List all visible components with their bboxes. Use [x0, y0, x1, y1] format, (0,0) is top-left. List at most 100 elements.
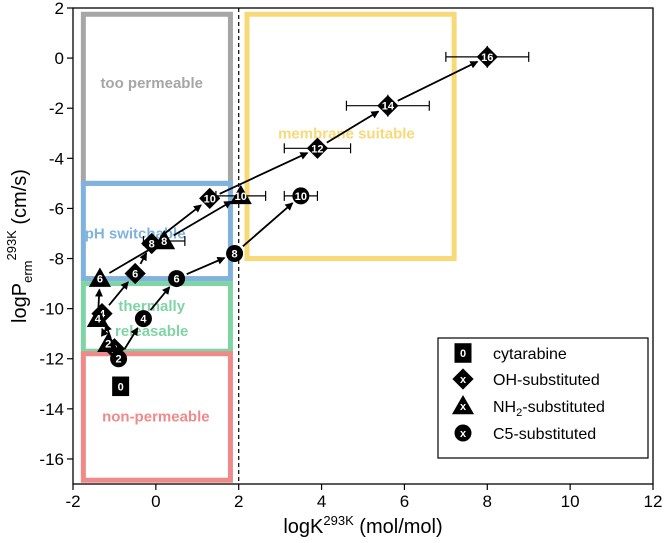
y-tick-label: -4: [49, 149, 64, 168]
x-axis-label: logK293K (mol/mol): [283, 513, 442, 538]
point-label-oh-substituted: 4: [99, 309, 106, 321]
legend-box: [437, 337, 649, 459]
point-label-oh-substituted: 10: [204, 193, 216, 205]
marker-nh-substituted: [88, 267, 111, 287]
point-label-cytarabine: 0: [118, 381, 124, 393]
y-tick-label: 2: [55, 0, 64, 18]
series-segment-c5-substituted: [123, 327, 139, 350]
x-tick-label: 10: [561, 492, 580, 511]
series-segment-oh-substituted: [108, 281, 129, 306]
marker-c5-substituted: [226, 245, 244, 263]
point-label-nh-substituted: 2: [105, 339, 111, 351]
region-membrane-suitable: [244, 11, 457, 262]
y-tick-label: -8: [49, 250, 64, 269]
marker-nh-substituted: [229, 184, 252, 205]
marker-cytarabine: [112, 376, 130, 397]
marker-nh-substituted: [86, 307, 109, 327]
point-label-oh-substituted: 14: [382, 101, 395, 113]
data-markers: 0246810121416246810246810: [86, 46, 498, 397]
x-tick-label: 6: [400, 492, 409, 511]
series-segment-oh-substituted: [219, 152, 309, 195]
marker-oh-substituted: [377, 95, 399, 117]
region-label-thermally: thermally: [118, 298, 185, 315]
series-segment-c5-substituted: [186, 256, 226, 276]
point-label-oh-substituted: 6: [132, 269, 138, 281]
series-segment-c5-substituted: [149, 286, 171, 311]
marker-oh-substituted: [476, 46, 498, 68]
series-segment-nh-substituted: [173, 200, 233, 237]
series-segment-oh-substituted: [159, 204, 202, 238]
point-label-nh-substituted: 10: [235, 191, 247, 203]
legend-marker-square: [454, 343, 472, 363]
series-segment-c5-substituted: [242, 202, 294, 247]
point-label-nh-substituted: 6: [97, 274, 103, 286]
point-label-nh-substituted: 4: [95, 314, 102, 326]
marker-c5-substituted: [134, 310, 152, 328]
region-too-permeable: [80, 11, 233, 186]
marker-c5-substituted: [110, 350, 128, 368]
y-tick-label: 0: [55, 49, 64, 68]
y-tick-labels: 2 0 -2 -4 -6 -8 -10 -12 -14 -16: [39, 0, 64, 469]
region-non-permeable: [80, 351, 233, 483]
legend-markers: 0 x x x: [451, 343, 475, 442]
legend-label-nh2: NH2-substituted: [493, 399, 605, 419]
marker-c5-substituted: [168, 270, 186, 288]
x-tick-labels: -2 0 2 4 6 8 10 12: [65, 492, 662, 511]
axis-ticks: [67, 7, 654, 490]
y-tick-label: -6: [49, 199, 64, 218]
legend-glyph: 0: [460, 348, 466, 360]
region-label-releasable: releasable: [115, 323, 188, 340]
marker-oh-substituted: [124, 262, 146, 285]
legend: 0 x x x cytarabine OH-substituted NH2-subst…: [437, 337, 649, 459]
legend-marker-circle: [454, 424, 472, 442]
y-tick-label: -16: [39, 450, 64, 469]
region-label-non-permeable: non-permeable: [102, 408, 210, 425]
point-label-c5-substituted: 8: [232, 249, 238, 261]
series-segment-oh-substituted: [326, 110, 380, 144]
region-ph-switchable: [80, 180, 233, 282]
point-label-oh-substituted: 12: [311, 143, 323, 155]
marker-nh-substituted: [153, 229, 176, 250]
marker-oh-substituted: [306, 137, 329, 159]
legend-glyph: x: [460, 401, 467, 413]
series-lines: [95, 60, 479, 350]
y-tick-label: -10: [39, 300, 64, 319]
point-label-oh-substituted: 16: [481, 52, 493, 64]
y-tick-label: -2: [49, 99, 64, 118]
x-tick-label: 4: [317, 492, 326, 511]
marker-c5-substituted: [292, 187, 310, 205]
point-label-c5-substituted: 4: [140, 314, 147, 326]
point-label-c5-substituted: 2: [116, 354, 122, 366]
point-label-oh-substituted: 8: [149, 238, 155, 250]
x-tick-label: 12: [644, 492, 663, 511]
series-segment-nh-substituted: [95, 288, 103, 308]
x-tick-label: 2: [234, 492, 243, 511]
x-tick-label: 8: [483, 492, 492, 511]
x-tick-label: -2: [65, 492, 80, 511]
marker-oh-substituted: [199, 187, 221, 210]
legend-marker-triangle: [451, 394, 475, 415]
point-label-c5-substituted: 10: [295, 191, 307, 203]
legend-label-oh: OH-substituted: [493, 372, 600, 389]
y-tick-label: -14: [39, 400, 64, 419]
series-segment-oh-substituted: [397, 60, 479, 102]
series-segment-nh-substituted: [101, 327, 109, 337]
legend-glyph: x: [460, 428, 467, 440]
series-segment-nh-substituted: [108, 245, 156, 274]
marker-nh-substituted: [97, 332, 120, 352]
y-tick-label: -12: [39, 350, 64, 369]
legend-glyph: x: [460, 374, 467, 386]
legend-marker-diamond: [452, 368, 474, 390]
plot-frame: [72, 7, 654, 485]
region-label-membrane-suitable: membrane suitable: [278, 125, 415, 142]
point-label-c5-substituted: 6: [174, 274, 180, 286]
point-label-nh-substituted: 8: [161, 236, 167, 248]
legend-label-cytarabine: cytarabine: [493, 346, 567, 363]
y-axis-label: logPerm293K (cm/s): [4, 169, 35, 323]
legend-label-c5: C5-substituted: [493, 426, 596, 443]
region-thermally: [80, 281, 233, 354]
series-segment-oh-substituted: [139, 252, 148, 265]
x-tick-label: 0: [151, 492, 160, 511]
